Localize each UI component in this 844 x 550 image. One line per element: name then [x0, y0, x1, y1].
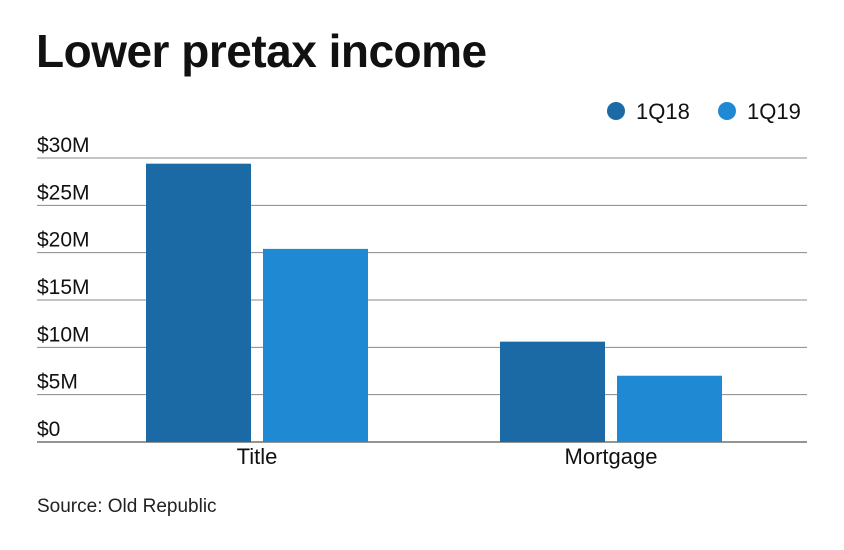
- legend-label-1q18: 1Q18: [636, 99, 690, 124]
- x-category-label: Mortgage: [565, 444, 658, 469]
- legend-swatch-1q19: [718, 102, 736, 120]
- bar-title-1q19: [263, 248, 368, 442]
- y-tick-label: $25M: [37, 181, 90, 204]
- legend: 1Q18 1Q19: [607, 99, 801, 124]
- bar-mortgage-1q19: [617, 375, 722, 442]
- y-tick-label: $20M: [37, 229, 90, 252]
- y-tick-label: $10M: [37, 323, 90, 346]
- x-axis-category-labels: Title Mortgage: [237, 444, 658, 469]
- bar-title-1q18: [146, 163, 251, 442]
- legend-label-1q19: 1Q19: [747, 99, 801, 124]
- y-tick-label: $30M: [37, 134, 90, 157]
- chart-title: Lower pretax income: [36, 25, 487, 77]
- x-category-label: Title: [237, 444, 278, 469]
- legend-swatch-1q18: [607, 102, 625, 120]
- y-tick-label: $5M: [37, 371, 78, 394]
- source-note: Source: Old Republic: [37, 496, 217, 517]
- bar-mortgage-1q18: [500, 341, 605, 442]
- bars: [146, 163, 722, 442]
- y-tick-label: $15M: [37, 276, 90, 299]
- y-tick-label: $0: [37, 418, 60, 441]
- y-axis-tick-labels: $0 $5M $10M $15M $20M $25M $30M: [37, 134, 90, 441]
